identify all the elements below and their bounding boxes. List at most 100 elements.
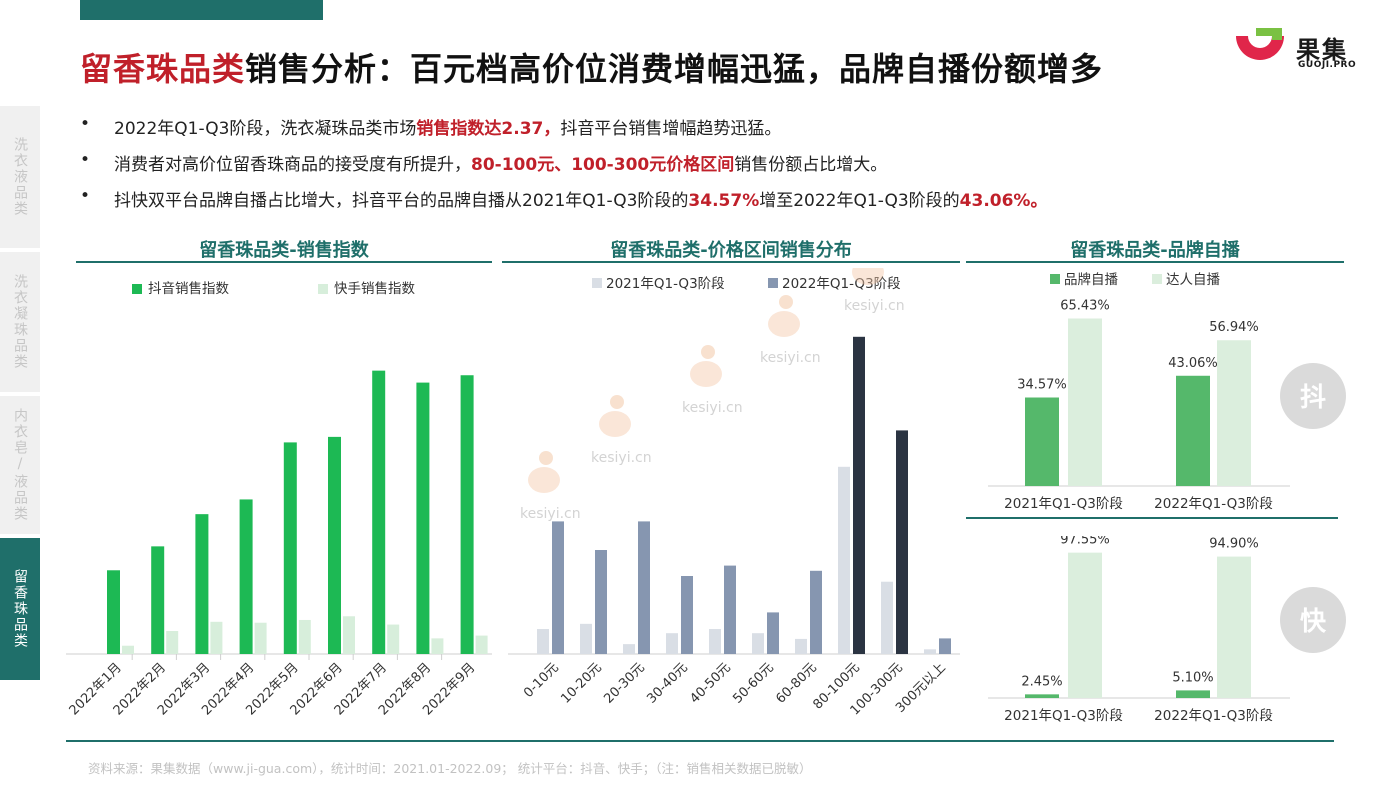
- brand-live-kuaishou-chart: 2.45% 97.55% 2021年Q1-Q3阶段 5.10% 94.90% 2022年Q…: [988, 536, 1346, 724]
- douyin-bar: [151, 546, 165, 654]
- legend-swatch: [768, 278, 778, 288]
- platform-badge-label: 快: [1300, 607, 1327, 637]
- page-title-rest: 销售分析：百元档高价位消费增幅迅猛，品牌自播份额增多: [245, 50, 1104, 88]
- page-title: 留香珠品类销售分析：百元档高价位消费增幅迅猛，品牌自播份额增多: [80, 44, 1103, 90]
- top-accent-bar: [80, 0, 323, 20]
- kol-self-bar: [1217, 556, 1251, 698]
- nav-item-laundry-pods[interactable]: 洗衣凝珠品类: [0, 252, 40, 392]
- kuaishou-bar: [387, 624, 400, 654]
- bar-2022: [724, 565, 736, 654]
- douyin-bar: [283, 442, 297, 654]
- douyin-bar: [460, 375, 474, 654]
- price-dist-title: 留香珠品类-价格区间销售分布: [610, 240, 852, 261]
- legend-label: 2022年Q1-Q3阶段: [782, 276, 901, 292]
- data-label: 43.06%: [1168, 356, 1218, 371]
- data-source-note: 资料来源：果集数据（www.ji-gua.com），统计时间：2021.01-2…: [88, 761, 812, 776]
- bar-2021: [623, 644, 635, 654]
- bar-2021: [580, 623, 592, 654]
- x-tick-label: 2021年Q1-Q3阶段: [1004, 708, 1123, 724]
- douyin-bar: [372, 370, 386, 654]
- watermark-figure-head: [610, 395, 624, 409]
- x-tick-label: 50-60元: [730, 660, 777, 707]
- bar-2021: [537, 629, 549, 654]
- legend-swatch: [318, 284, 328, 294]
- watermark-text: kesiyi.cn: [682, 400, 743, 416]
- platform-badge-circle: [1280, 363, 1346, 429]
- x-tick-label: 0-10元: [521, 660, 562, 701]
- kol-self-bar: [1217, 340, 1251, 486]
- douyin-bar: [195, 514, 209, 654]
- watermark-text: kesiyi.cn: [844, 298, 905, 314]
- sales-index-title: 留香珠品类-销售指数: [199, 240, 369, 261]
- watermark-text: kesiyi.cn: [591, 450, 652, 466]
- legend-label: 抖音销售指数: [148, 280, 229, 297]
- bar-2021: [838, 466, 850, 654]
- x-tick-label: 2022年Q1-Q3阶段: [1154, 708, 1273, 724]
- watermark-figure-body: [690, 361, 722, 387]
- brand-self-bar: [1176, 690, 1210, 698]
- kuaishou-bar: [431, 638, 444, 654]
- kuaishou-bar: [343, 616, 355, 654]
- brand-live-title: 留香珠品类-品牌自播: [1070, 240, 1240, 261]
- legend-swatch: [592, 278, 602, 288]
- data-label: 56.94%: [1209, 320, 1259, 335]
- nav-item-laundry-detergent[interactable]: 洗衣液品类: [0, 106, 40, 248]
- nav-item-underwear-soap[interactable]: 内衣皂/液品类: [0, 396, 40, 534]
- bar-2022: [638, 521, 650, 654]
- watermark-figure-head: [779, 295, 793, 309]
- brand-self-bar: [1176, 375, 1210, 486]
- bar-2022: [853, 336, 865, 654]
- watermark-figure-head: [539, 451, 553, 465]
- platform-badge-circle: [1280, 587, 1346, 653]
- data-label: 34.57%: [1017, 378, 1067, 393]
- x-tick-label: 10-20元: [558, 660, 605, 707]
- douyin-bar: [239, 499, 253, 654]
- price-dist-title-rule: [502, 261, 960, 263]
- logo-name: 果集: [1296, 36, 1348, 64]
- legend-label: 达人自播: [1166, 272, 1220, 288]
- footer-rule: [66, 740, 1334, 742]
- legend-label: 品牌自播: [1064, 271, 1118, 288]
- bar-2022: [767, 612, 779, 654]
- bar-2022: [939, 638, 951, 654]
- sales-index-chart: 抖音销售指数 快手销售指数2022年1月2022年2月2022年3月2022年4月…: [66, 280, 492, 718]
- kuaishou-bar: [210, 621, 223, 654]
- bar-2021: [709, 629, 721, 654]
- legend-swatch: [132, 284, 142, 294]
- watermark-figure-body: [599, 411, 631, 437]
- legend-swatch: [1050, 274, 1060, 284]
- brand-live-title-rule: [966, 261, 1344, 263]
- douyin-bar: [328, 436, 341, 654]
- kuaishou-bar: [298, 619, 311, 654]
- kol-self-bar: [1068, 318, 1102, 486]
- watermark-figure-body: [852, 268, 884, 285]
- douyin-bar: [107, 570, 120, 654]
- legend-label: 2021年Q1-Q3阶段: [606, 276, 725, 292]
- legend-label: 快手销售指数: [334, 281, 415, 297]
- brand-live-divider: [966, 517, 1338, 519]
- logo-url: GUOJI.PRO: [1298, 60, 1357, 70]
- data-label: 2.45%: [1021, 674, 1062, 689]
- douyin-bar: [416, 382, 430, 654]
- data-label: 65.43%: [1060, 298, 1110, 313]
- brand-self-bar: [1025, 397, 1059, 486]
- guoji-logo-icon: [1236, 28, 1284, 60]
- legend-swatch: [1152, 274, 1162, 284]
- platform-badge-label: 抖: [1300, 383, 1326, 413]
- brand-self-bar: [1025, 694, 1059, 698]
- bar-2022: [896, 430, 908, 654]
- watermark-figure-body: [768, 311, 800, 337]
- x-tick-label: 20-30元: [601, 660, 648, 707]
- nav-item-scent-beads[interactable]: 留香珠品类: [0, 538, 40, 680]
- watermark-text: kesiyi.cn: [760, 350, 821, 366]
- price-distribution-chart: 2021年Q1-Q3阶段 2022年Q1-Q3阶段 kesiyi.cn kesiyi.…: [508, 268, 960, 718]
- data-label: 97.55%: [1060, 536, 1110, 548]
- bar-2021: [752, 633, 764, 654]
- page-title-highlight: 留香珠品类: [80, 50, 246, 88]
- kuaishou-bar: [166, 631, 179, 654]
- sales-index-title-rule: [76, 261, 492, 263]
- watermark-text: kesiyi.cn: [520, 506, 581, 522]
- bar-2022: [810, 570, 822, 654]
- bar-2022: [595, 550, 607, 654]
- kuaishou-bar: [122, 645, 134, 654]
